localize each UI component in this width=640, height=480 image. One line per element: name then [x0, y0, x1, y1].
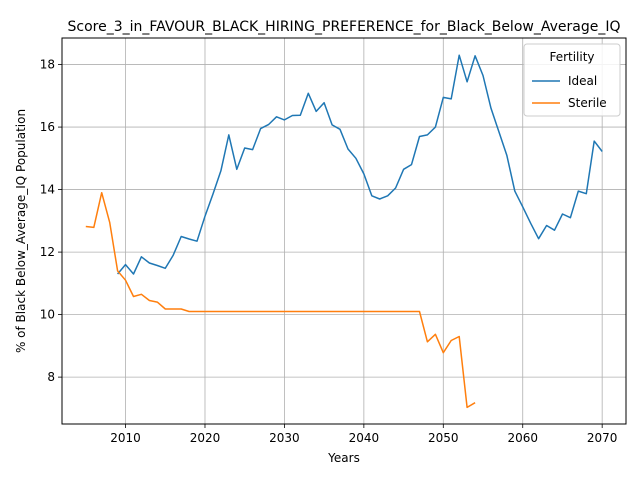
y-tick-label: 10 — [40, 308, 55, 322]
legend-label-sterile: Sterile — [568, 96, 607, 110]
series-line-ideal — [117, 54, 603, 275]
series-line-sterile — [85, 191, 476, 409]
y-tick-label: 12 — [40, 245, 55, 259]
y-tick-label: 14 — [40, 183, 55, 197]
series-lines — [85, 54, 603, 409]
legend-box — [523, 43, 621, 117]
x-tick-label: 2020 — [190, 431, 221, 445]
chart-title: Score_3_in_FAVOUR_BLACK_HIRING_PREFERENC… — [68, 19, 621, 35]
y-tick-label: 16 — [40, 120, 55, 134]
y-axis-label: % of Black Below_Average_IQ Population — [14, 109, 28, 353]
y-tick-label: 18 — [40, 58, 55, 72]
legend-label-ideal: Ideal — [568, 74, 597, 88]
x-tick-label: 2050 — [428, 431, 459, 445]
x-tick-label: 2060 — [507, 431, 538, 445]
axis-ticks: 2010 2020 2030 2040 2050 2060 2070 8 10 12 14 16 18 — [40, 58, 618, 445]
axes-frame — [61, 37, 627, 425]
y-tick-label: 8 — [47, 370, 55, 384]
x-tick-label: 2070 — [587, 431, 618, 445]
x-axis-label: Years — [327, 451, 360, 465]
legend: Fertility Ideal Sterile — [523, 43, 621, 117]
x-tick-label: 2010 — [110, 431, 141, 445]
legend-entries: Ideal Sterile — [532, 74, 607, 110]
x-tick-label: 2030 — [269, 431, 300, 445]
x-tick-label: 2040 — [349, 431, 380, 445]
legend-title: Fertility — [549, 50, 594, 64]
